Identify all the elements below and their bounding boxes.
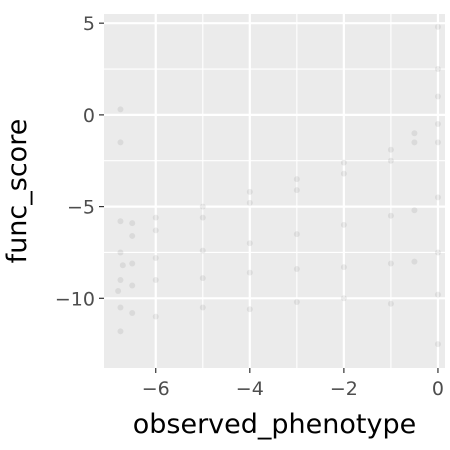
data-point (152, 276, 159, 283)
x-tick-labels: −6 −4 −2 0 (142, 378, 444, 400)
data-point (411, 139, 418, 146)
data-point (152, 227, 159, 234)
data-point (293, 265, 300, 272)
data-point (340, 221, 347, 228)
plot-panel (104, 14, 445, 368)
data-point (129, 309, 136, 316)
data-point (199, 275, 206, 282)
data-point (129, 220, 136, 227)
y-tick-label: −10 (55, 288, 95, 310)
data-point (434, 66, 441, 73)
data-point (117, 328, 124, 335)
data-point (117, 304, 124, 311)
data-point (340, 159, 347, 166)
data-point (434, 249, 441, 256)
data-point (434, 291, 441, 298)
data-point (152, 214, 159, 221)
data-point (411, 207, 418, 214)
y-tick-label: −5 (67, 197, 95, 219)
data-point (293, 231, 300, 238)
x-tick-label: −2 (330, 378, 358, 400)
data-point (434, 121, 441, 128)
data-point (246, 269, 253, 276)
data-point (117, 106, 124, 113)
y-tick-label: 5 (83, 13, 95, 35)
data-point (152, 254, 159, 261)
x-tick-label: −6 (142, 378, 170, 400)
data-point (129, 232, 136, 239)
data-point (129, 260, 136, 267)
data-point (129, 282, 136, 289)
data-point (340, 170, 347, 177)
y-axis-title: func_score (2, 119, 33, 264)
data-point (434, 93, 441, 100)
data-point (434, 23, 441, 30)
data-point (293, 176, 300, 183)
data-point (340, 264, 347, 271)
data-point (434, 139, 441, 146)
data-point (117, 276, 124, 283)
data-point (246, 188, 253, 195)
data-point (246, 240, 253, 247)
data-point (199, 304, 206, 311)
data-point (117, 249, 124, 256)
data-point (434, 194, 441, 201)
x-tick-label: −4 (236, 378, 264, 400)
y-tick-labels: −10 −5 0 5 (55, 13, 95, 310)
data-point (115, 287, 122, 294)
data-point (387, 157, 394, 164)
data-point (199, 214, 206, 221)
data-point (387, 260, 394, 267)
axis-ticks (99, 22, 439, 373)
data-point (411, 258, 418, 265)
data-point (293, 298, 300, 305)
data-point (246, 199, 253, 206)
data-point (293, 187, 300, 194)
data-points (115, 23, 441, 348)
x-tick-label: 0 (432, 378, 444, 400)
data-point (434, 341, 441, 348)
data-point (340, 295, 347, 302)
data-point (387, 146, 394, 153)
data-point (119, 262, 126, 269)
x-axis-title: observed_phenotype (133, 409, 416, 440)
data-point (246, 306, 253, 313)
data-point (387, 300, 394, 307)
data-point (387, 212, 394, 219)
y-tick-label: 0 (83, 105, 95, 127)
data-point (411, 130, 418, 137)
data-point (199, 247, 206, 254)
grid-lines (104, 14, 445, 368)
data-point (152, 313, 159, 320)
data-point (199, 203, 206, 210)
data-point (117, 218, 124, 225)
data-point (117, 139, 124, 146)
